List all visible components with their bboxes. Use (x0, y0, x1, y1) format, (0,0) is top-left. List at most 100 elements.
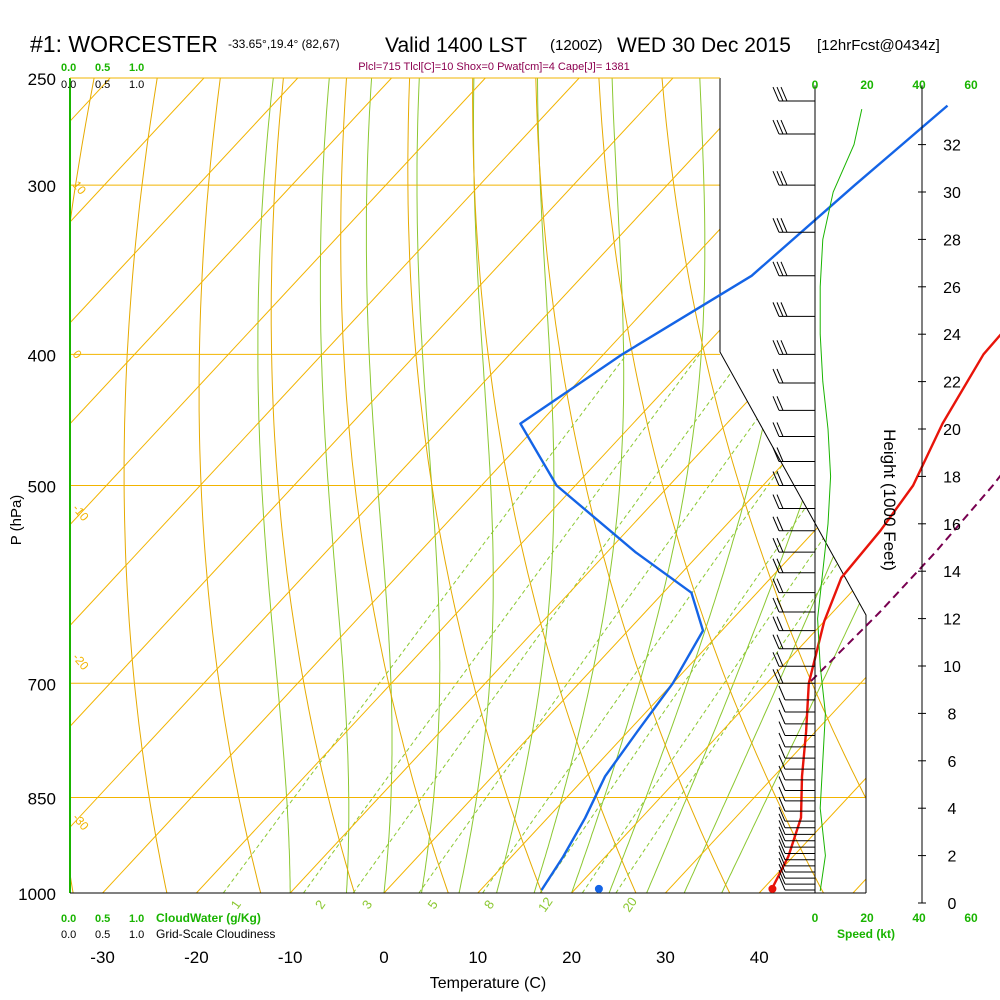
wind-barb (778, 765, 815, 781)
mixing-ratio-label: 5 (424, 897, 440, 912)
wind-barb (772, 119, 815, 135)
forecast-info: [12hrFcst@0434z] (817, 37, 940, 54)
moist-adiabat-line (458, 78, 494, 893)
top-scale-tick: 1.0 (129, 62, 144, 74)
height-tick-label: 20 (943, 422, 961, 439)
isotherm-line (0, 78, 16, 893)
height-tick-label: 24 (943, 327, 961, 344)
wind-barb (778, 743, 815, 759)
wind-barb-flag (778, 765, 786, 781)
speed-label: Speed (kt) (837, 927, 895, 941)
height-axis-label: Height (1000 Feet) (880, 429, 899, 571)
height-tick-label: 22 (943, 375, 961, 392)
wind-barb-flag (772, 597, 780, 613)
height-tick-label: 0 (948, 896, 957, 913)
wind-barb-flag (772, 368, 780, 384)
mixing-ratio-label: 2 (312, 897, 328, 912)
isotherm-line (70, 78, 392, 893)
dry-adiabat-line (340, 78, 449, 893)
wind-barb-flag (778, 732, 786, 748)
mixing-ratio-label: 8 (481, 897, 497, 912)
grid-labels: 100-10-20-300102030123581220 (70, 178, 640, 915)
wind-barb (778, 721, 815, 737)
mixing-ratio-line (539, 354, 866, 893)
isotherm-line (665, 78, 866, 893)
profile-traces (519, 104, 1000, 893)
wind-barb (772, 471, 815, 486)
wind-barb (772, 396, 815, 411)
speed-tick-bottom: 40 (912, 911, 926, 925)
moist-adiabat-line (683, 78, 866, 893)
wind-barb-flag (776, 119, 784, 135)
wind-barb (772, 340, 815, 355)
mixing-ratio-label: 3 (359, 897, 375, 912)
mixing-ratio-label: 20 (619, 894, 640, 914)
wind-barb-flag (778, 721, 786, 736)
wind-barb-flag (772, 86, 780, 102)
wind-barb-flag (778, 796, 786, 812)
right-frame-line (719, 78, 867, 893)
wind-barb-flag (772, 537, 780, 553)
wind-barb-flag (772, 669, 780, 684)
wind-barb (778, 796, 815, 812)
dry-adiabat-line (978, 78, 1000, 893)
wind-barb (772, 669, 815, 684)
x-axis-label: Temperature (C) (430, 975, 546, 992)
pressure-tick-label: 300 (28, 177, 56, 196)
wind-barb (778, 813, 815, 829)
wind-barb-flag (776, 669, 784, 684)
wind-barb (778, 869, 815, 885)
temperature-tick-label: 0 (379, 948, 388, 967)
valid-date: WED 30 Dec 2015 (617, 34, 791, 57)
wind-barb (772, 86, 815, 102)
wind-barb-flag (778, 709, 786, 725)
wind-barb-flag (778, 832, 786, 848)
top-scale-tick: 1.0 (129, 79, 144, 91)
wind-barb (772, 537, 815, 553)
wind-barb-flag (778, 743, 786, 759)
wind-barb (772, 652, 815, 667)
bottom-scale-tick: 0.0 (61, 913, 76, 925)
dry-adiabat-line (598, 78, 824, 893)
wind-barb-flag (776, 340, 784, 355)
temperature-tick-label: -30 (90, 948, 115, 967)
wind-barb (778, 875, 815, 891)
top-cloud-scale: 0.0 0.5 1.0 0.0 0.5 1.0 (61, 62, 144, 91)
pressure-tick-label: 500 (28, 478, 56, 497)
wind-barb-flag (780, 119, 788, 135)
temperature-tick-label: -20 (184, 948, 209, 967)
isobars (70, 77, 866, 894)
wind-barb-flag (776, 447, 784, 462)
wind-barb (778, 732, 815, 748)
wind-barb-flag (776, 396, 784, 411)
wind-barb-flag (776, 86, 784, 102)
moist-adiabat-line (416, 78, 441, 893)
wind-barb-flag (778, 826, 786, 841)
wind-barb-flag (776, 170, 784, 186)
wind-barb-flag (776, 597, 784, 613)
bottom-scale-tick: 1.0 (129, 929, 144, 941)
wind-barb (772, 597, 815, 613)
wind-barb (772, 368, 815, 384)
temperature-tick-label: -10 (278, 948, 303, 967)
dry-adiabat-line (850, 78, 866, 893)
wind-barb-flag (778, 697, 786, 713)
wind-barb (778, 851, 815, 867)
moist-adiabat-line (496, 78, 555, 893)
wind-barb-flag (776, 368, 784, 384)
wind-barb (778, 754, 815, 770)
plot-frame (69, 77, 867, 894)
moist-adiabat-line (319, 78, 350, 893)
speed-tick-bottom: 20 (860, 911, 874, 925)
dry-adiabat-line (198, 78, 262, 893)
valid-time: Valid 1400 LST (385, 34, 527, 57)
wind-barb (772, 170, 815, 186)
dry-adiabat-line (472, 78, 637, 893)
wind-barb-flag (772, 170, 780, 186)
wind-barb-flag (778, 875, 786, 891)
wind-barb (778, 697, 815, 713)
wind-barb-flag (778, 754, 786, 770)
indices-line: Plcl=715 Tlcl[C]=10 Shox=0 Pwat[cm]=4 Ca… (358, 61, 630, 73)
